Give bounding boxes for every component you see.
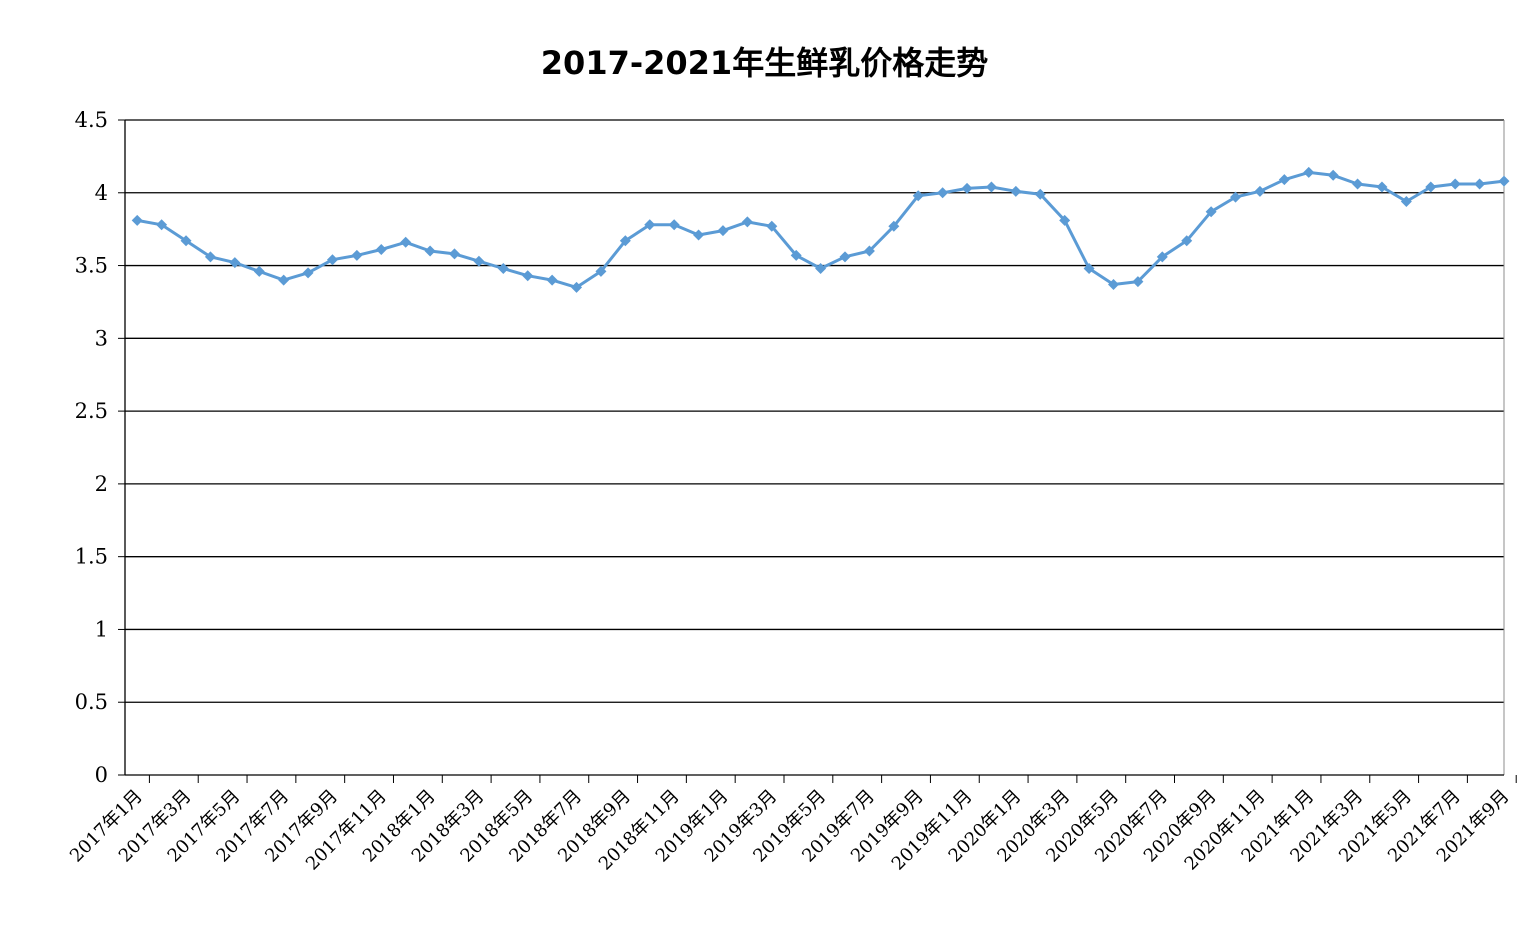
x-tick-labels: 2017年1月2017年3月2017年5月2017年7月2017年9月2017年… <box>66 786 1514 875</box>
data-point <box>1327 169 1339 181</box>
y-tick-label: 0.5 <box>75 690 108 714</box>
data-point <box>1278 174 1290 186</box>
chart-title: 2017-2021年生鲜乳价格走势 <box>540 44 989 82</box>
data-point <box>1181 235 1193 247</box>
data-point <box>400 236 412 248</box>
y-tick-label: 2.5 <box>75 399 108 423</box>
data-point <box>668 219 680 231</box>
data-point <box>1400 196 1412 208</box>
data-point <box>375 244 387 256</box>
data-point <box>1376 181 1388 193</box>
data-point <box>1083 262 1095 274</box>
data-point <box>1474 178 1486 190</box>
data-point <box>766 220 778 232</box>
data-point <box>1034 188 1046 200</box>
data-point <box>1498 175 1510 187</box>
data-point <box>204 251 216 263</box>
data-point <box>1107 278 1119 290</box>
data-point <box>156 219 168 231</box>
y-tick-label: 3 <box>95 326 108 350</box>
data-point <box>985 181 997 193</box>
data-point <box>717 225 729 237</box>
data-point <box>741 216 753 228</box>
data-point <box>595 265 607 277</box>
data-point <box>473 255 485 267</box>
data-point <box>448 248 460 260</box>
y-tick-label: 2 <box>95 472 108 496</box>
data-point <box>229 257 241 269</box>
data-point <box>1010 185 1022 197</box>
data-point <box>1132 276 1144 288</box>
data-point <box>1156 251 1168 263</box>
data-point <box>180 235 192 247</box>
y-tick-label: 3.5 <box>75 254 108 278</box>
y-tick-label: 4.5 <box>75 108 108 132</box>
data-point <box>1425 181 1437 193</box>
data-point <box>1254 185 1266 197</box>
data-point <box>522 270 534 282</box>
data-point <box>839 251 851 263</box>
data-point <box>1205 206 1217 218</box>
y-tick-label: 1.5 <box>75 545 108 569</box>
axes <box>118 119 1517 783</box>
data-point <box>1303 166 1315 178</box>
data-point <box>351 249 363 261</box>
data-point <box>1449 178 1461 190</box>
y-tick-labels: 0 0.5 1 1.5 2 2.5 3 3.5 4 4.5 <box>75 108 108 787</box>
data-point <box>1230 191 1242 203</box>
data-point <box>693 229 705 241</box>
data-point <box>326 254 338 266</box>
data-point <box>571 281 583 293</box>
data-point <box>1059 214 1071 226</box>
data-point <box>546 274 558 286</box>
data-point <box>644 219 656 231</box>
data-point <box>815 262 827 274</box>
data-point <box>619 235 631 247</box>
data-point <box>888 220 900 232</box>
data-point <box>302 267 314 279</box>
data-point <box>863 245 875 257</box>
data-point <box>424 245 436 257</box>
data-point <box>961 182 973 194</box>
y-tick-label: 4 <box>95 181 108 205</box>
y-tick-label: 0 <box>95 763 108 787</box>
data-point <box>937 187 949 199</box>
data-point <box>253 265 265 277</box>
data-point <box>131 214 143 226</box>
data-point <box>912 190 924 202</box>
data-point <box>278 274 290 286</box>
data-point <box>1352 178 1364 190</box>
y-tick-label: 1 <box>95 617 108 641</box>
data-point <box>790 249 802 261</box>
data-point <box>497 262 509 274</box>
gridlines <box>125 119 1504 703</box>
series-layer <box>131 166 1510 293</box>
